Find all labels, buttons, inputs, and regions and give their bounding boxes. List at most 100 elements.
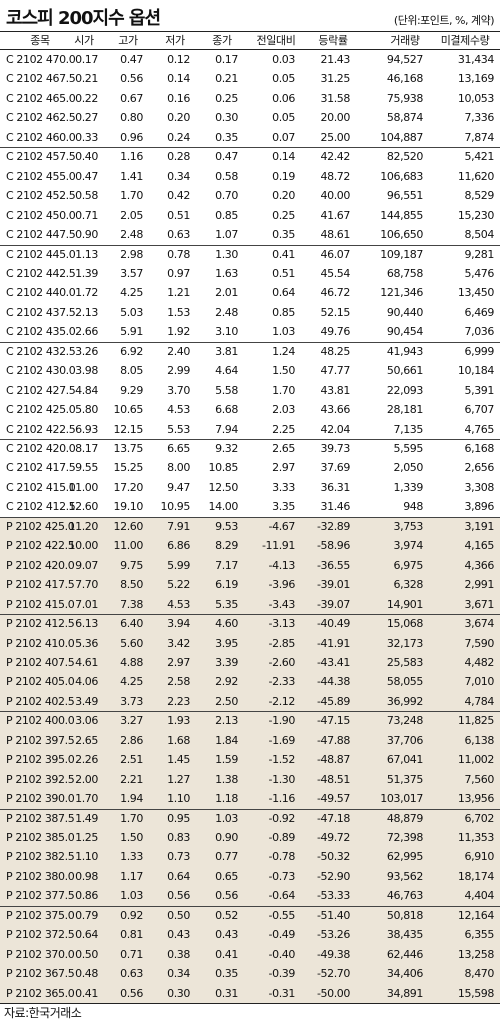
cell: 42.42 (320, 150, 351, 164)
cell: 36.31 (320, 480, 351, 494)
cell: 1.10 (167, 792, 190, 806)
cell: 6,975 (393, 558, 424, 572)
cell: 0.56 (120, 986, 143, 1000)
cell: 0.20 (272, 189, 295, 203)
row-name: C 2102 470.0 (6, 53, 76, 66)
cell: 0.85 (272, 305, 295, 319)
cell: 8.17 (75, 442, 98, 455)
row-name: P 2102 372.5 (6, 928, 75, 942)
cell: 2.86 (120, 733, 143, 747)
row-name: C 2102 427.5 (6, 383, 76, 397)
cell: 0.31 (215, 986, 238, 1000)
row-name: C 2102 417.5 (6, 461, 76, 475)
cell: -0.49 (268, 928, 296, 942)
cell: 0.14 (272, 150, 295, 164)
cell: 12.50 (208, 480, 239, 494)
row-name: P 2102 422.5 (6, 539, 75, 553)
cell: 6,168 (464, 442, 495, 455)
cell: 0.63 (167, 228, 190, 242)
cell: 6,999 (464, 344, 495, 358)
cell: 0.64 (75, 928, 98, 942)
row-name: P 2102 370.0 (6, 947, 75, 961)
cell: 31,434 (457, 53, 494, 66)
cell: 1.10 (75, 850, 98, 864)
row-name: P 2102 377.5 (6, 889, 75, 903)
cell: 3,674 (464, 617, 495, 631)
cell: 7,135 (393, 422, 424, 436)
cell: 4.25 (120, 286, 143, 300)
cell: -50.32 (316, 850, 350, 864)
cell: 2.21 (120, 772, 143, 786)
cell: 3,308 (464, 480, 495, 494)
cell: 19.10 (113, 500, 144, 514)
cell: 0.86 (75, 889, 98, 903)
row-name: P 2102 417.5 (6, 578, 75, 592)
cell: 104,887 (380, 130, 423, 144)
cell: -0.78 (268, 850, 296, 864)
cell: 7.17 (215, 558, 238, 572)
cell: 0.85 (215, 208, 238, 222)
cell: 0.64 (272, 286, 295, 300)
cell: 0.58 (215, 169, 238, 183)
row-name: P 2102 420.0 (6, 558, 75, 572)
cell: 0.50 (75, 947, 98, 961)
cell: 48.25 (320, 344, 351, 358)
row-name: C 2102 457.5 (6, 150, 76, 164)
cell: 67,041 (386, 753, 423, 767)
cell: 1.30 (215, 247, 238, 261)
row-name: C 2102 430.0 (6, 364, 76, 378)
cell: 93,562 (386, 869, 423, 883)
cell: 0.92 (120, 908, 143, 922)
cell: 49.76 (320, 325, 351, 339)
cell: 0.43 (167, 928, 190, 942)
source: 자료:한국거래소 (4, 1006, 82, 1020)
row-name: P 2102 380.0 (6, 869, 75, 883)
cell: 34,406 (386, 967, 423, 981)
cell: 10,184 (457, 364, 494, 378)
cell: 1.68 (167, 733, 190, 747)
group-rule (0, 439, 500, 440)
cell: 5.80 (75, 403, 98, 417)
cell: 13,258 (457, 947, 494, 961)
cell: -45.89 (316, 694, 350, 708)
cell: 1.13 (75, 247, 98, 261)
cell: 11.00 (68, 480, 99, 494)
cell: 0.03 (272, 53, 295, 66)
row-name: C 2102 412.5 (6, 500, 76, 514)
cell: 7.38 (120, 597, 143, 611)
cell: 8.00 (167, 461, 190, 475)
cell: 4.64 (215, 364, 238, 378)
cell: 11,620 (457, 169, 494, 183)
cell: -53.33 (316, 889, 350, 903)
cell: 0.90 (215, 831, 238, 844)
cell: 9.47 (167, 480, 190, 494)
cell: 7,336 (464, 111, 495, 125)
cell: 106,683 (380, 169, 423, 183)
cell: 3,974 (393, 539, 424, 553)
cell: 2.92 (215, 675, 238, 689)
row-name: P 2102 425.0 (6, 519, 75, 533)
cell: 0.56 (120, 72, 143, 86)
cell: -47.88 (316, 733, 350, 747)
cell: 1.72 (75, 286, 98, 300)
row-name: C 2102 437.5 (6, 305, 76, 319)
cell: 36,992 (386, 694, 423, 708)
cell: 75,938 (386, 91, 423, 105)
row-name: P 2102 365.0 (6, 986, 75, 1000)
cell: 0.67 (120, 91, 143, 105)
cell: 10.85 (208, 461, 239, 475)
cell: 4.06 (75, 675, 98, 689)
cell: 0.30 (215, 111, 238, 125)
cell: 103,017 (380, 792, 423, 806)
cell: 48.61 (320, 228, 351, 242)
row-name: P 2102 385.0 (6, 831, 75, 844)
cell: 0.95 (167, 811, 190, 825)
cell: 2.23 (167, 694, 190, 708)
cell: -49.72 (316, 831, 350, 844)
column-header: 거래량 (390, 34, 420, 47)
cell: 3.98 (75, 364, 98, 378)
cell: 5,595 (393, 442, 424, 455)
cell: -0.92 (268, 811, 296, 825)
group-rule (0, 711, 500, 713)
cell: -3.96 (268, 578, 296, 592)
